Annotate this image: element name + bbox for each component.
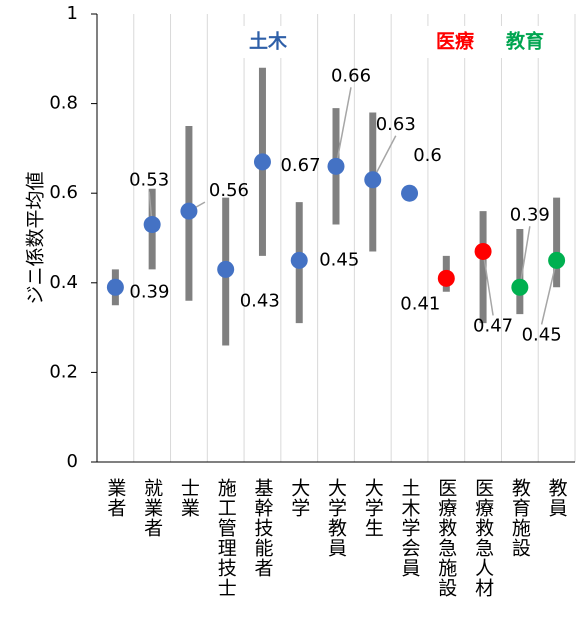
y-tick-labels: 0 0.2 0.4 0.6 0.8 1	[49, 3, 78, 472]
data-label: 0.43	[240, 290, 280, 311]
x-tick-label: 大学教員	[325, 478, 347, 558]
data-point	[106, 278, 124, 296]
x-tick-labels: 業者 就業者 士業 施工管理技士 基幹技能者 大学 大学教員 大学生 土木学会員 医療救急施設 医療…	[104, 478, 567, 598]
data-label: 0.66	[331, 65, 371, 86]
y-axis-label: ジニ係数平均値	[25, 171, 47, 304]
data-point	[290, 251, 308, 269]
data-point	[474, 242, 492, 260]
x-tick-label: 大学生	[362, 478, 384, 538]
y-tick-label: 0	[67, 451, 78, 472]
data-label: 0.41	[400, 293, 440, 314]
grid-lines	[133, 14, 576, 462]
data-label: 0.63	[376, 114, 416, 135]
data-labels: 0.39 0.53 0.56 0.43 0.67 0.45 0.66 0.63 0.6 0.41 0…	[129, 65, 562, 345]
x-tick-label: 教員	[546, 478, 568, 518]
data-point	[364, 171, 382, 189]
x-tick-label: 就業者	[141, 478, 163, 538]
x-tick-label: 教育施設	[509, 478, 531, 558]
x-tick-label: 医療救急人材	[472, 478, 494, 598]
x-tick-label: 業者	[104, 478, 126, 518]
data-point	[180, 202, 198, 220]
group-labels: 土木 医療 教育	[236, 26, 557, 58]
group-label-bg	[423, 26, 487, 58]
data-point	[143, 216, 161, 234]
x-tick-label: 土木学会員	[399, 478, 421, 578]
group-label: 医療	[436, 30, 475, 53]
x-tick-label: 士業	[178, 478, 200, 518]
data-points	[106, 153, 566, 296]
y-tick-label: 0.4	[49, 272, 78, 293]
y-tick-label: 0.2	[49, 361, 78, 382]
data-label: 0.56	[209, 180, 249, 201]
label-leader	[540, 260, 558, 325]
range-bars	[111, 67, 561, 346]
group-label-bg	[493, 26, 557, 58]
x-tick-label: 大学	[288, 478, 310, 518]
x-tick-label: 施工管理技士	[215, 478, 237, 598]
group-label: 教育	[506, 30, 544, 53]
data-point	[217, 260, 235, 278]
data-label: 0.39	[129, 281, 169, 302]
label-leader	[519, 226, 531, 288]
data-point	[437, 269, 455, 287]
y-tick-label: 1	[67, 3, 78, 24]
data-point	[511, 278, 529, 296]
data-point	[401, 184, 419, 202]
label-leaders	[148, 87, 558, 325]
data-label: 0.39	[510, 204, 550, 225]
x-tick-label: 医療救急施設	[435, 478, 457, 598]
y-tick-label: 0.6	[49, 182, 78, 203]
label-leader	[482, 251, 494, 316]
label-leader	[335, 87, 352, 167]
group-label-bg	[236, 26, 300, 58]
y-tick-label: 0.8	[49, 93, 78, 114]
group-label: 土木	[249, 30, 288, 53]
data-label: 0.47	[473, 315, 513, 336]
data-label: 0.53	[129, 170, 169, 191]
data-label: 0.6	[413, 145, 442, 166]
data-point	[327, 157, 345, 175]
data-label: 0.45	[319, 249, 359, 270]
data-point	[253, 153, 271, 171]
data-label: 0.67	[280, 155, 320, 176]
data-point	[548, 251, 566, 269]
axes	[91, 13, 575, 463]
x-tick-label: 基幹技能者	[251, 478, 273, 578]
data-label: 0.45	[522, 324, 562, 345]
